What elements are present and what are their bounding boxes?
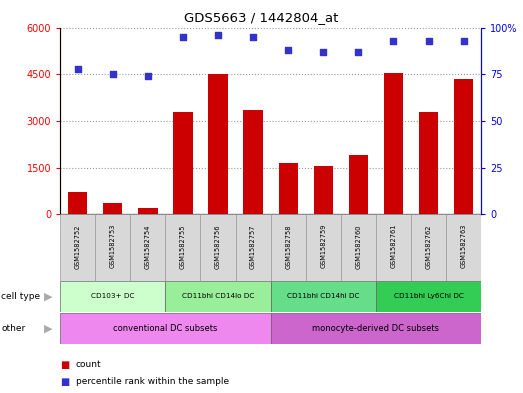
Text: CD11bhi Ly6Chi DC: CD11bhi Ly6Chi DC	[394, 293, 463, 299]
Bar	[314, 166, 333, 214]
Text: CD11bhi CD14lo DC: CD11bhi CD14lo DC	[182, 293, 254, 299]
Text: GSM1582758: GSM1582758	[285, 224, 291, 268]
Bar	[235, 214, 271, 281]
Bar	[165, 214, 200, 281]
Point	[214, 32, 222, 38]
Bar	[60, 313, 271, 344]
Point	[74, 65, 82, 72]
Bar	[271, 313, 481, 344]
Text: GSM1582760: GSM1582760	[355, 224, 361, 268]
Bar	[95, 214, 130, 281]
Text: ▶: ▶	[44, 291, 52, 301]
Bar	[60, 281, 165, 312]
Point	[389, 37, 397, 44]
Text: GSM1582754: GSM1582754	[145, 224, 151, 268]
Point	[144, 73, 152, 79]
Bar	[138, 208, 157, 214]
Text: CD103+ DC: CD103+ DC	[91, 293, 134, 299]
Point	[459, 37, 468, 44]
Text: GSM1582752: GSM1582752	[75, 224, 81, 268]
Text: ■: ■	[60, 360, 70, 370]
Bar	[68, 193, 87, 214]
Text: GDS5663 / 1442804_at: GDS5663 / 1442804_at	[184, 11, 339, 24]
Bar	[384, 73, 403, 214]
Text: cell type: cell type	[1, 292, 40, 301]
Bar	[279, 163, 298, 214]
Bar	[103, 203, 122, 214]
Text: monocyte-derived DC subsets: monocyte-derived DC subsets	[312, 324, 439, 333]
Text: ▶: ▶	[44, 323, 52, 334]
Text: count: count	[76, 360, 101, 369]
Text: GSM1582757: GSM1582757	[250, 224, 256, 268]
Point	[319, 49, 327, 55]
Text: GSM1582762: GSM1582762	[426, 224, 431, 268]
Bar	[306, 214, 341, 281]
Bar	[349, 155, 368, 214]
Bar	[411, 214, 446, 281]
Text: conventional DC subsets: conventional DC subsets	[113, 324, 218, 333]
Text: ■: ■	[60, 377, 70, 387]
Bar	[271, 214, 306, 281]
Text: GSM1582753: GSM1582753	[110, 224, 116, 268]
Text: GSM1582756: GSM1582756	[215, 224, 221, 268]
Bar	[165, 281, 271, 312]
Text: CD11bhi CD14hi DC: CD11bhi CD14hi DC	[287, 293, 359, 299]
Point	[284, 47, 292, 53]
Bar	[130, 214, 165, 281]
Text: percentile rank within the sample: percentile rank within the sample	[76, 378, 229, 386]
Point	[179, 34, 187, 40]
Bar	[419, 112, 438, 214]
Bar	[200, 214, 235, 281]
Text: other: other	[1, 324, 25, 333]
Bar	[60, 214, 95, 281]
Bar	[376, 214, 411, 281]
Bar	[271, 281, 376, 312]
Point	[424, 37, 433, 44]
Point	[109, 71, 117, 77]
Text: GSM1582761: GSM1582761	[391, 224, 396, 268]
Text: GSM1582759: GSM1582759	[320, 224, 326, 268]
Bar	[208, 74, 228, 214]
Bar	[244, 110, 263, 214]
Bar	[173, 112, 192, 214]
Bar	[446, 214, 481, 281]
Bar	[376, 281, 481, 312]
Text: GSM1582755: GSM1582755	[180, 224, 186, 268]
Point	[249, 34, 257, 40]
Text: GSM1582763: GSM1582763	[461, 224, 467, 268]
Bar	[341, 214, 376, 281]
Bar	[454, 79, 473, 214]
Point	[354, 49, 362, 55]
